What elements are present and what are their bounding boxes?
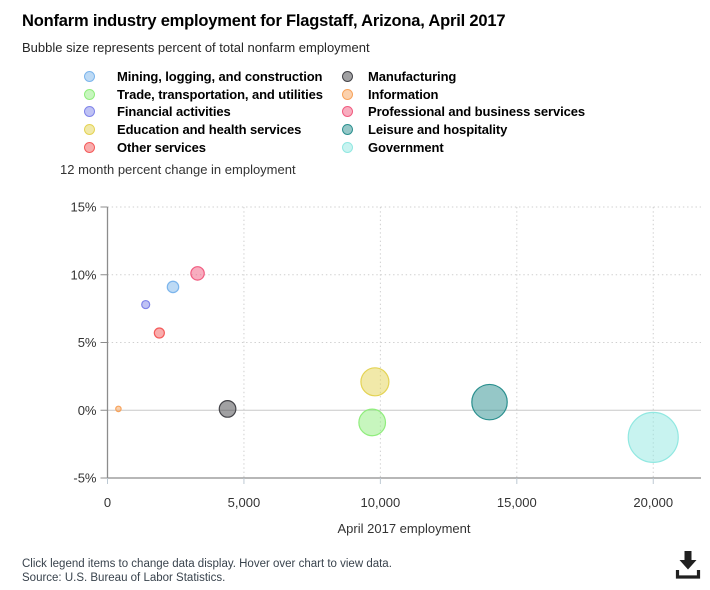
- legend-label: Other services: [117, 139, 206, 155]
- page-title: Nonfarm industry employment for Flagstaf…: [22, 12, 506, 30]
- x-tick-label: 5,000: [228, 495, 261, 510]
- legend-swatch-icon: [84, 141, 95, 153]
- y-tick-label: 0%: [78, 403, 97, 418]
- legend-item-information[interactable]: Information: [342, 86, 585, 104]
- legend-swatch-icon: [84, 106, 95, 118]
- legend-item-education[interactable]: Education and health services: [84, 121, 323, 139]
- legend-label: Financial activities: [117, 104, 231, 120]
- legend-swatch-icon: [342, 106, 353, 118]
- legend-column-2: Manufacturing Information Professional a…: [342, 68, 585, 156]
- legend-swatch-icon: [342, 88, 353, 100]
- download-button[interactable]: [672, 549, 704, 583]
- legend-swatch-icon: [84, 88, 95, 100]
- legend-label: Manufacturing: [368, 69, 457, 85]
- legend-label: Government: [368, 139, 444, 155]
- page-subtitle: Bubble size represents percent of total …: [22, 40, 370, 55]
- footer-source: Source: U.S. Bureau of Labor Statistics.: [22, 572, 226, 584]
- legend-label: Professional and business services: [368, 104, 585, 120]
- legend-label: Information: [368, 86, 439, 102]
- bubble-trade-transportation-and-utilities[interactable]: [358, 408, 387, 437]
- bubble-leisure-and-hospitality[interactable]: [471, 383, 508, 421]
- x-tick-label: 0: [104, 495, 111, 510]
- legend-item-other-services[interactable]: Other services: [84, 138, 323, 156]
- legend-item-government[interactable]: Government: [342, 138, 585, 156]
- bubble-government[interactable]: [627, 411, 679, 463]
- download-icon: [675, 550, 701, 579]
- footer-note: Click legend items to change data displa…: [22, 558, 392, 570]
- x-tick-label: 15,000: [497, 495, 537, 510]
- legend-item-professional[interactable]: Professional and business services: [342, 103, 585, 121]
- legend-swatch-icon: [84, 71, 95, 83]
- y-tick-label: -5%: [73, 471, 97, 486]
- legend-swatch-icon: [342, 141, 353, 153]
- legend-swatch-icon: [342, 71, 353, 83]
- legend-item-trade[interactable]: Trade, transportation, and utilities: [84, 86, 323, 104]
- legend-item-mining[interactable]: Mining, logging, and construction: [84, 68, 323, 86]
- y-tick-label: 5%: [78, 335, 97, 350]
- legend-swatch-icon: [84, 124, 95, 136]
- legend-label: Leisure and hospitality: [368, 122, 508, 138]
- bubble-mining-logging-and-construction[interactable]: [166, 280, 180, 294]
- legend-swatch-icon: [342, 124, 353, 136]
- legend-item-leisure[interactable]: Leisure and hospitality: [342, 121, 585, 139]
- legend-item-manufacturing[interactable]: Manufacturing: [342, 68, 585, 86]
- bubble-information[interactable]: [115, 405, 122, 413]
- legend-column-1: Mining, logging, and construction Trade,…: [84, 68, 323, 156]
- legend-label: Education and health services: [117, 122, 302, 138]
- bubble-other-services[interactable]: [153, 327, 165, 339]
- x-axis-title: April 2017 employment: [337, 521, 471, 536]
- legend-label: Trade, transportation, and utilities: [117, 86, 323, 102]
- y-tick-label: 15%: [70, 200, 96, 215]
- bubble-professional-and-business-services[interactable]: [190, 266, 205, 281]
- bubble-education-and-health-services[interactable]: [360, 367, 390, 397]
- x-tick-label: 20,000: [633, 495, 673, 510]
- legend-item-financial[interactable]: Financial activities: [84, 103, 323, 121]
- x-tick-label: 10,000: [360, 495, 400, 510]
- legend-label: Mining, logging, and construction: [117, 69, 323, 85]
- y-tick-label: 10%: [70, 267, 96, 282]
- bubble-manufacturing[interactable]: [218, 399, 237, 418]
- y-axis-title: 12 month percent change in employment: [60, 162, 296, 177]
- bubble-financial-activities[interactable]: [141, 299, 151, 310]
